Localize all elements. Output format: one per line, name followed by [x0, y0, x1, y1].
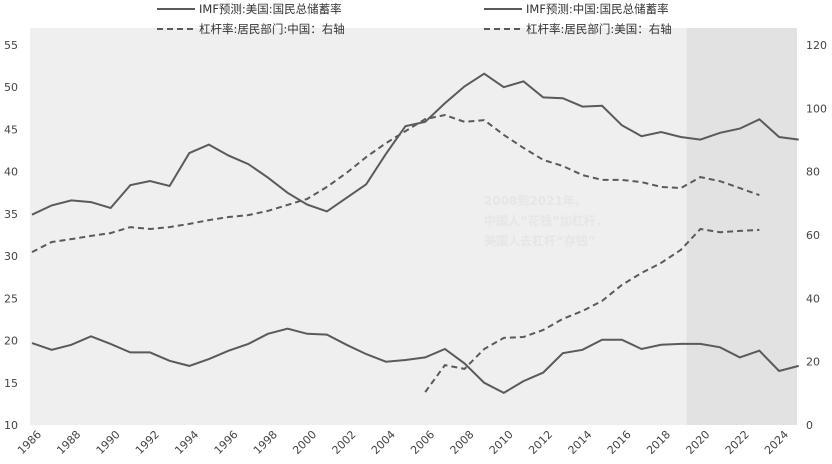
y-right-tick-label: 100 [806, 102, 827, 115]
y-left-tick-label: 40 [4, 166, 18, 179]
x-tick-label: 2010 [487, 428, 516, 457]
x-tick-label: 1994 [172, 428, 201, 457]
x-tick-label: 2012 [526, 428, 555, 457]
x-tick-label: 1998 [251, 428, 280, 457]
y-left-tick-label: 15 [4, 377, 18, 390]
annotation-text: 2008到2021年， [484, 193, 587, 208]
series-line-3 [31, 113, 760, 253]
y-left-tick-label: 30 [4, 250, 18, 263]
y-right-tick-label: 80 [806, 166, 820, 179]
x-tick-label: 2024 [762, 428, 791, 457]
legend-label: IMF预测:美国:国民总储蓄率 [199, 2, 342, 16]
x-tick-label: 2000 [290, 428, 319, 457]
y-left-tick-label: 45 [4, 123, 18, 136]
legend-label: IMF预测:中国:国民总储蓄率 [526, 2, 669, 16]
forecast-shading [686, 28, 797, 425]
annotation-text: 美国人去杠杆“存钱” [484, 233, 596, 248]
x-tick-label: 2004 [369, 428, 398, 457]
x-tick-label: 1986 [15, 428, 44, 457]
series-line-0 [31, 327, 799, 395]
y-left-tick-label: 25 [4, 292, 18, 305]
y-right-tick-label: 40 [806, 292, 820, 305]
y-left-tick-label: 35 [4, 208, 18, 221]
x-tick-label: 2014 [566, 428, 595, 457]
x-tick-label: 2006 [408, 428, 437, 457]
x-tick-label: 2022 [723, 428, 752, 457]
plot-area [30, 28, 797, 425]
y-right-tick-label: 20 [806, 356, 820, 369]
x-tick-label: 1990 [94, 428, 123, 457]
legend-label: 杠杆率:居民部门:美国：右轴 [526, 22, 672, 36]
x-tick-label: 1992 [133, 428, 162, 457]
x-tick-label: 2008 [448, 428, 477, 457]
x-tick-label: 1996 [212, 428, 241, 457]
x-tick-label: 1988 [54, 428, 83, 457]
y-left-tick-label: 50 [4, 81, 18, 94]
legend-label: 杠杆率:居民部门:中国：右轴 [199, 22, 345, 36]
x-tick-label: 2018 [644, 428, 673, 457]
x-tick-label: 2002 [330, 428, 359, 457]
y-right-tick-label: 60 [806, 229, 820, 242]
y-right-tick-label: 0 [806, 419, 813, 432]
x-tick-label: 2016 [605, 428, 634, 457]
y-left-tick-label: 55 [4, 39, 18, 52]
y-left-tick-label: 10 [4, 419, 18, 432]
y-left-tick-label: 20 [4, 335, 18, 348]
annotation-text: 中国人“花钱”加杠杆， [484, 213, 608, 228]
y-right-tick-label: 120 [806, 39, 827, 52]
x-tick-label: 2020 [683, 428, 712, 457]
